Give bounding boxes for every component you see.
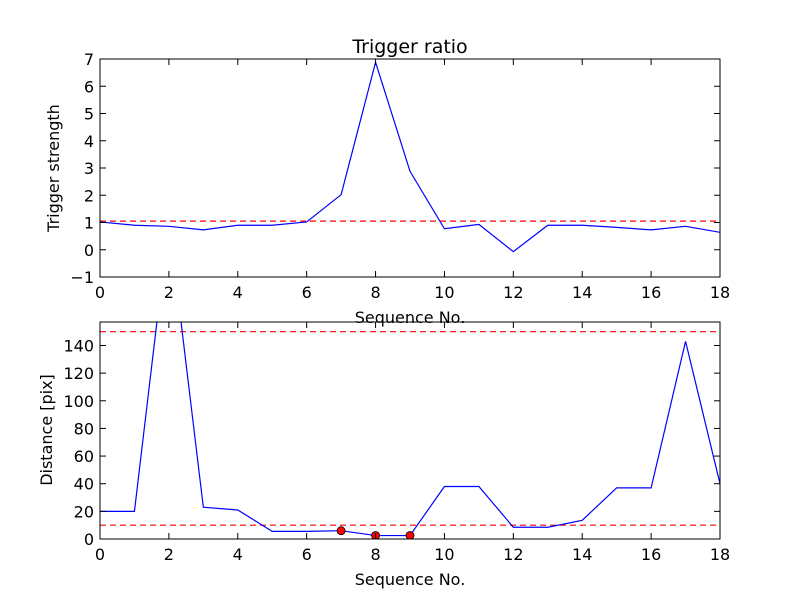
y-axis-ticks: 0 20 40 60 80 100 120 140 xyxy=(63,336,720,549)
plot-frame xyxy=(99,58,721,278)
x-axis-ticks: 0 2 4 6 8 10 12 14 16 18 xyxy=(95,59,730,302)
x-tick-label: 18 xyxy=(710,545,730,564)
chart-title: Trigger ratio xyxy=(351,36,467,58)
y-tick-label: 7 xyxy=(84,50,94,69)
x-axis-label: Sequence No. xyxy=(355,570,466,589)
y-tick-label: 2 xyxy=(84,186,94,205)
x-tick-label: 0 xyxy=(95,283,105,302)
series-line xyxy=(100,60,720,253)
x-tick-label: 10 xyxy=(434,545,454,564)
series-layer xyxy=(100,322,720,539)
y-tick-label: 3 xyxy=(84,159,94,178)
x-tick-label: 14 xyxy=(572,283,592,302)
trigger-ratio-subplot: Trigger ratio 0 2 4 6 8 10 12 14 16 18 −101234567… xyxy=(44,36,730,327)
y-axis-label: Trigger strength xyxy=(44,104,63,233)
x-tick-label: 12 xyxy=(503,545,523,564)
x-tick-label: 0 xyxy=(95,545,105,564)
x-axis-ticks: 0 2 4 6 8 10 12 14 16 18 xyxy=(95,322,730,564)
distance-subplot: 0 2 4 6 8 10 12 14 16 18 0 20 40 60 80 100 120 140 Seque… xyxy=(37,321,730,589)
threshold-lines xyxy=(100,331,720,526)
y-tick-label: 6 xyxy=(84,77,94,96)
x-tick-label: 16 xyxy=(641,545,661,564)
x-tick-label: 6 xyxy=(302,283,312,302)
y-tick-label: 4 xyxy=(84,132,94,151)
x-tick-label: 4 xyxy=(233,545,243,564)
y-tick-label: 60 xyxy=(74,447,94,466)
data-point-marker xyxy=(405,531,415,539)
x-tick-label: 8 xyxy=(370,545,380,564)
x-tick-label: 8 xyxy=(370,283,380,302)
x-tick-label: 2 xyxy=(164,545,174,564)
x-axis-label: Sequence No. xyxy=(355,308,466,327)
series-line xyxy=(100,322,720,537)
y-tick-label: 40 xyxy=(74,475,94,494)
y-tick-label: 0 xyxy=(84,241,94,260)
y-tick-label: −1 xyxy=(70,268,94,287)
x-tick-label: 12 xyxy=(503,283,523,302)
y-tick-label: 20 xyxy=(74,502,94,521)
y-tick-label: 0 xyxy=(84,530,94,549)
x-tick-label: 18 xyxy=(710,283,730,302)
plot-frame xyxy=(99,321,721,540)
x-tick-label: 2 xyxy=(164,283,174,302)
y-tick-label: 120 xyxy=(63,364,94,383)
y-tick-label: 80 xyxy=(74,419,94,438)
y-tick-label: 100 xyxy=(63,392,94,411)
y-tick-label: 140 xyxy=(63,336,94,355)
x-tick-label: 6 xyxy=(302,545,312,564)
y-axis-ticks: −1 0 1 2 3 4 5 6 7 xyxy=(70,50,720,287)
x-tick-label: 4 xyxy=(233,283,243,302)
y-axis-label: Distance [pix] xyxy=(37,374,56,486)
y-tick-label: 5 xyxy=(84,105,94,124)
y-tick-label: 1 xyxy=(84,214,94,233)
series-layer xyxy=(100,60,720,253)
data-point-marker xyxy=(336,526,346,536)
x-tick-label: 14 xyxy=(572,545,592,564)
x-tick-label: 10 xyxy=(434,283,454,302)
x-tick-label: 16 xyxy=(641,283,661,302)
